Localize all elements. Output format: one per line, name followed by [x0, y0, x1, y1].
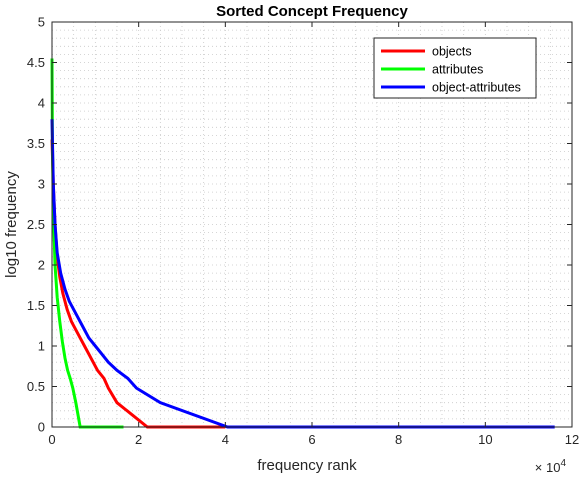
y-tick-label: 5 — [38, 15, 45, 30]
y-tick-label: 3.5 — [27, 136, 45, 151]
legend: objects attributes object-attributes — [373, 37, 537, 99]
y-axis-label: log10 frequency — [3, 171, 20, 278]
x-tick-label: 0 — [48, 432, 55, 447]
y-tick-label: 2.5 — [27, 217, 45, 232]
y-tick-label: 0.5 — [27, 379, 45, 394]
x-tick-label: 12 — [565, 432, 579, 447]
y-tick-label: 1 — [38, 339, 45, 354]
legend-label-attributes: attributes — [432, 63, 483, 77]
ticks: 0 2 4 6 8 10 12 0 0.5 1 1.5 2 2.5 3 3.5 4 4.5 5 — [27, 15, 579, 448]
grid — [52, 22, 572, 427]
x-axis-multiplier-base: × 10 — [535, 460, 561, 475]
x-tick-label: 8 — [395, 432, 402, 447]
y-tick-label: 0 — [38, 420, 45, 435]
x-tick-label: 4 — [222, 432, 229, 447]
legend-label-objects: objects — [432, 45, 472, 59]
x-axis-multiplier: × 104 — [535, 458, 567, 475]
x-tick-label: 10 — [478, 432, 492, 447]
y-tick-label: 2 — [38, 258, 45, 273]
chart-title: Sorted Concept Frequency — [216, 3, 408, 20]
y-tick-label: 3 — [38, 177, 45, 192]
y-tick-label: 4 — [38, 96, 45, 111]
x-tick-label: 2 — [135, 432, 142, 447]
series-line-object-attributes — [50, 119, 555, 429]
legend-label-object-attributes: object-attributes — [432, 81, 521, 95]
x-axis-multiplier-exponent: 4 — [560, 458, 566, 469]
y-tick-label: 1.5 — [27, 298, 45, 313]
y-tick-label: 4.5 — [27, 55, 45, 70]
series-group — [50, 58, 555, 429]
x-axis-label: frequency rank — [257, 457, 357, 474]
x-tick-label: 6 — [308, 432, 315, 447]
